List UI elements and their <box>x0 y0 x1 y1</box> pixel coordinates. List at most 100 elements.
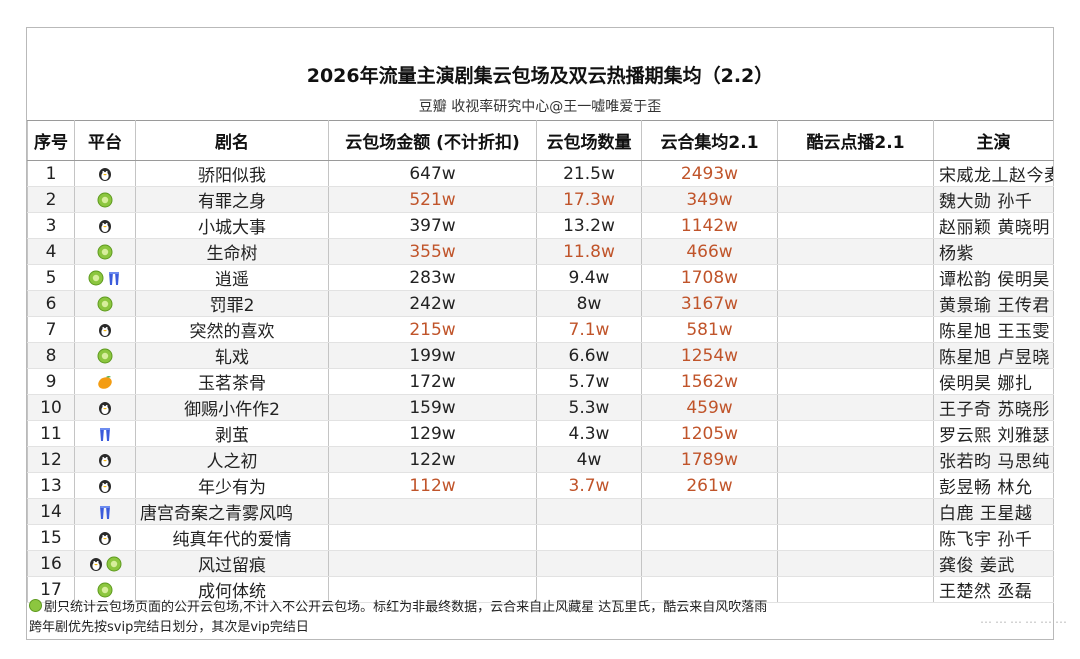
table-row: 10 御赐小仵作2 159w 5.3w 459w 王子奇 苏晓彤 <box>27 394 1054 421</box>
youku-icon <box>109 271 119 285</box>
cell-title: 生命树 <box>135 238 329 265</box>
cell-kuyun <box>777 498 934 525</box>
cell-no: 16 <box>27 550 75 577</box>
cell-count: 9.4w <box>536 264 642 291</box>
cell-kuyun <box>777 420 934 447</box>
cell-title: 剥茧 <box>135 420 329 447</box>
table-header-row: 序号 平台 剧名 云包场金额 (不计折扣) 云包场数量 云合集均2.1 酷云点播… <box>27 120 1054 161</box>
cell-kuyun <box>777 212 934 239</box>
cell-kuyun <box>777 264 934 291</box>
cell-no: 13 <box>27 472 75 499</box>
cell-count: 4.3w <box>536 420 642 447</box>
cell-platform <box>74 160 136 187</box>
header-cast: 主演 <box>933 120 1054 161</box>
cell-no: 7 <box>27 316 75 343</box>
cell-count: 21.5w <box>536 160 642 187</box>
cell-title: 玉茗茶骨 <box>135 368 329 395</box>
cell-yunhe: 459w <box>641 394 778 421</box>
cell-yunhe: 3167w <box>641 290 778 317</box>
cell-platform <box>74 342 136 369</box>
tencent-icon <box>90 557 102 571</box>
cell-platform <box>74 290 136 317</box>
cell-amount <box>328 524 537 551</box>
cell-amount: 397w <box>328 212 537 239</box>
cell-kuyun <box>777 550 934 577</box>
cell-no: 14 <box>27 498 75 525</box>
cell-platform <box>74 264 136 291</box>
cell-platform <box>74 212 136 239</box>
cell-platform <box>74 420 136 447</box>
table-row: 4 生命树 355w 11.8w 466w 杨紫 <box>27 238 1054 265</box>
cell-kuyun <box>777 368 934 395</box>
cell-count: 17.3w <box>536 186 642 213</box>
mango-icon <box>98 375 112 389</box>
cell-amount: 159w <box>328 394 537 421</box>
cell-no: 2 <box>27 186 75 213</box>
iqiyi-icon <box>97 296 113 311</box>
header-amount: 云包场金额 (不计折扣) <box>328 120 537 161</box>
cell-platform <box>74 524 136 551</box>
cell-title: 突然的喜欢 <box>135 316 329 343</box>
cell-cast: 陈星旭 王玉雯 <box>933 316 1054 343</box>
cell-platform <box>74 186 136 213</box>
cell-cast: 杨紫 <box>933 238 1054 265</box>
cell-kuyun <box>777 186 934 213</box>
cell-yunhe <box>641 524 778 551</box>
table-row: 1 骄阳似我 647w 21.5w 2493w 宋威龙丄赵今麦 <box>27 160 1054 187</box>
cell-yunhe: 1205w <box>641 420 778 447</box>
cell-yunhe: 1789w <box>641 446 778 473</box>
tencent-icon <box>99 401 111 415</box>
table-row: 12 人之初 122w 4w 1789w 张若昀 马思纯 <box>27 446 1054 473</box>
page-title: 2026年流量主演剧集云包场及双云热播期集均（2.2） <box>306 65 774 87</box>
cell-cast: 张若昀 马思纯 <box>933 446 1054 473</box>
cell-cast: 白鹿 王星越 <box>933 498 1054 525</box>
header-kuyun: 酷云点播2.1 <box>777 120 934 161</box>
cell-count <box>536 576 642 603</box>
table-row: 17 成何体统 王楚然 丞磊 <box>27 576 1054 603</box>
header-count: 云包场数量 <box>536 120 642 161</box>
table-row: 7 突然的喜欢 215w 7.1w 581w 陈星旭 王玉雯 <box>27 316 1054 343</box>
cell-cast: 魏大勋 孙千 <box>933 186 1054 213</box>
cell-yunhe: 349w <box>641 186 778 213</box>
footnote-line-1: 剧只统计云包场页面的公开云包场,不计入不公开云包场。标红为非最终数据，云合来自止… <box>44 600 768 615</box>
cell-count: 6.6w <box>536 342 642 369</box>
cell-amount: 242w <box>328 290 537 317</box>
cell-platform <box>74 550 136 577</box>
cell-count <box>536 498 642 525</box>
cell-no: 8 <box>27 342 75 369</box>
cell-platform <box>74 394 136 421</box>
cell-no: 9 <box>27 368 75 395</box>
table-row: 9 玉茗茶骨 172w 5.7w 1562w 侯明昊 娜扎 <box>27 368 1054 395</box>
cell-kuyun <box>777 342 934 369</box>
cell-count: 5.7w <box>536 368 642 395</box>
cell-count: 3.7w <box>536 472 642 499</box>
youku-icon <box>100 427 110 441</box>
iqiyi-icon <box>29 599 42 612</box>
table-row: 11 剥茧 129w 4.3w 1205w 罗云熙 刘雅瑟 <box>27 420 1054 447</box>
table-row: 2 有罪之身 521w 17.3w 349w 魏大勋 孙千 <box>27 186 1054 213</box>
cell-count <box>536 524 642 551</box>
watermark: ……………… <box>980 612 1070 626</box>
cell-title: 御赐小仵作2 <box>135 394 329 421</box>
table-row: 3 小城大事 397w 13.2w 1142w 赵丽颖 黄晓明 <box>27 212 1054 239</box>
cell-title: 骄阳似我 <box>135 160 329 187</box>
cell-no: 1 <box>27 160 75 187</box>
header-platform: 平台 <box>74 120 136 161</box>
cell-cast: 宋威龙丄赵今麦 <box>933 160 1054 187</box>
table-row: 16 风过留痕 龚俊 姜武 <box>27 550 1054 577</box>
cell-title: 年少有为 <box>135 472 329 499</box>
cell-amount: 647w <box>328 160 537 187</box>
cell-cast: 彭昱畅 林允 <box>933 472 1054 499</box>
cell-platform <box>74 238 136 265</box>
youku-icon <box>100 505 110 519</box>
cell-count: 5.3w <box>536 394 642 421</box>
footnote-line-2: 跨年剧优先按svip完结日划分，其次是vip完结日 <box>29 620 309 635</box>
cell-platform <box>74 498 136 525</box>
iqiyi-icon <box>88 270 104 285</box>
cell-yunhe: 1562w <box>641 368 778 395</box>
header-title: 剧名 <box>135 120 329 161</box>
cell-amount <box>328 498 537 525</box>
cell-title: 风过留痕 <box>135 550 329 577</box>
cell-cast: 龚俊 姜武 <box>933 550 1054 577</box>
cell-title: 纯真年代的爱情 <box>135 524 329 551</box>
